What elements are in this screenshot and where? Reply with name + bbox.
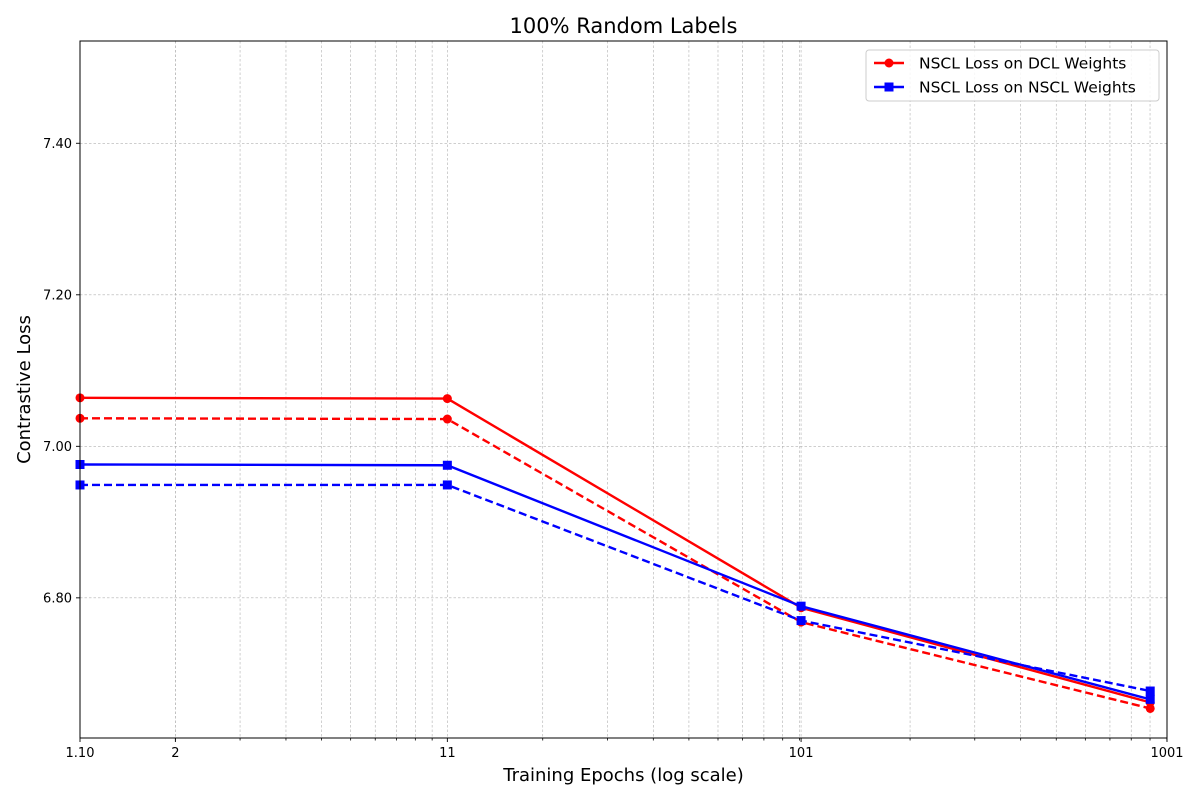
legend-label: NSCL Loss on DCL Weights — [919, 55, 1126, 73]
x-tick-label: 2 — [171, 746, 179, 761]
plot-frame — [79, 40, 1168, 739]
legend-marker — [884, 58, 894, 68]
y-axis-label: Contrastive Loss — [14, 315, 35, 464]
series-group — [75, 393, 1155, 713]
data-point — [442, 480, 452, 490]
data-point — [1145, 703, 1155, 713]
x-tick-label: 101 — [789, 746, 814, 761]
legend-marker — [884, 82, 894, 92]
series-line — [79, 463, 1151, 701]
data-point — [442, 394, 452, 404]
x-tick-label: 11 — [439, 746, 456, 761]
data-point — [442, 414, 452, 424]
y-tick-label: 7.20 — [43, 288, 72, 303]
data-point — [796, 601, 806, 611]
y-tick-label: 6.80 — [43, 591, 72, 606]
data-point — [1145, 694, 1155, 704]
legend-box — [865, 49, 1160, 102]
x-tick-label: 1.10 — [66, 746, 95, 761]
y-tick-label: 7.00 — [43, 440, 72, 455]
data-point — [442, 460, 452, 470]
x-axis-label: Training Epochs (log scale) — [502, 765, 744, 786]
legend: NSCL Loss on DCL Weights NSCL Loss on NSC… — [865, 49, 1160, 102]
series-line — [79, 417, 1151, 710]
series-line — [80, 483, 1151, 693]
x-tick-label: 1001 — [1150, 746, 1183, 761]
legend-item: NSCL Loss on DCL Weights — [874, 55, 1126, 73]
data-point — [1145, 686, 1155, 696]
legend-item: NSCL Loss on NSCL Weights — [874, 79, 1136, 97]
data-point — [796, 616, 806, 626]
legend-label: NSCL Loss on NSCL Weights — [919, 79, 1136, 97]
chart-title: 100% Random Labels — [510, 14, 738, 38]
axes: 1.10 2 11 101 1001 6.80 7.00 7.20 7.40 — [43, 137, 1184, 761]
y-tick-label: 7.40 — [43, 137, 72, 152]
